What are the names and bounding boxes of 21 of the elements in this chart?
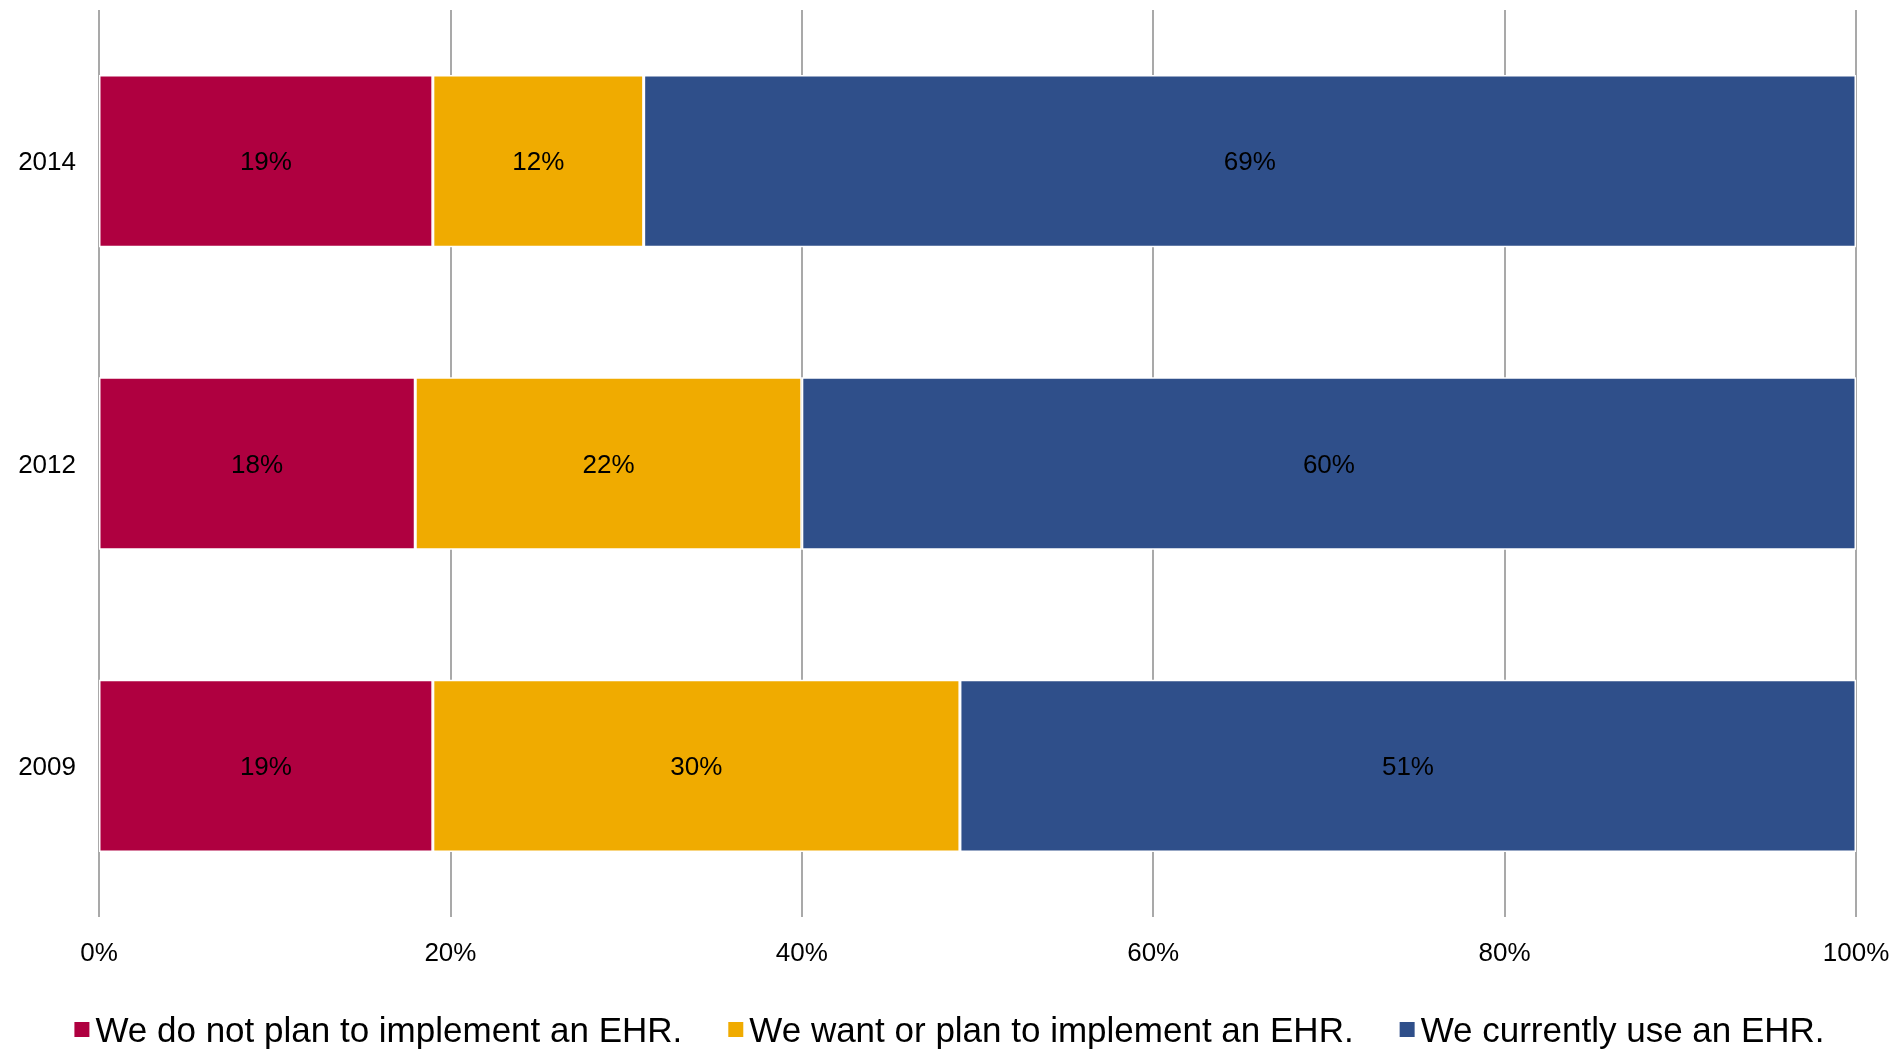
x-tick-label: 0% <box>80 937 118 967</box>
legend-label: We currently use an EHR. <box>1420 1010 1825 1049</box>
data-label: 12% <box>512 146 565 177</box>
data-label: 18% <box>231 448 284 479</box>
x-tick-label: 60% <box>1127 937 1180 967</box>
data-label: 60% <box>1302 448 1355 479</box>
legend-label: We do not plan to implement an EHR. <box>95 1010 683 1049</box>
data-label: 22% <box>582 448 635 479</box>
data-label: 19% <box>239 750 292 781</box>
data-label: 51% <box>1381 750 1434 781</box>
x-tick-label: 80% <box>1478 937 1531 967</box>
x-tick-label: 40% <box>775 937 828 967</box>
x-tick-label: 100% <box>1822 937 1890 967</box>
legend-label: We want or plan to implement an EHR. <box>749 1010 1354 1049</box>
y-tick-label: 2009 <box>18 750 76 781</box>
x-tick-label: 20% <box>424 937 477 967</box>
data-label: 19% <box>239 146 292 177</box>
data-label: 69% <box>1223 146 1276 177</box>
y-tick-label: 2014 <box>18 146 76 177</box>
y-tick-label: 2012 <box>18 448 76 479</box>
data-label: 30% <box>670 750 723 781</box>
